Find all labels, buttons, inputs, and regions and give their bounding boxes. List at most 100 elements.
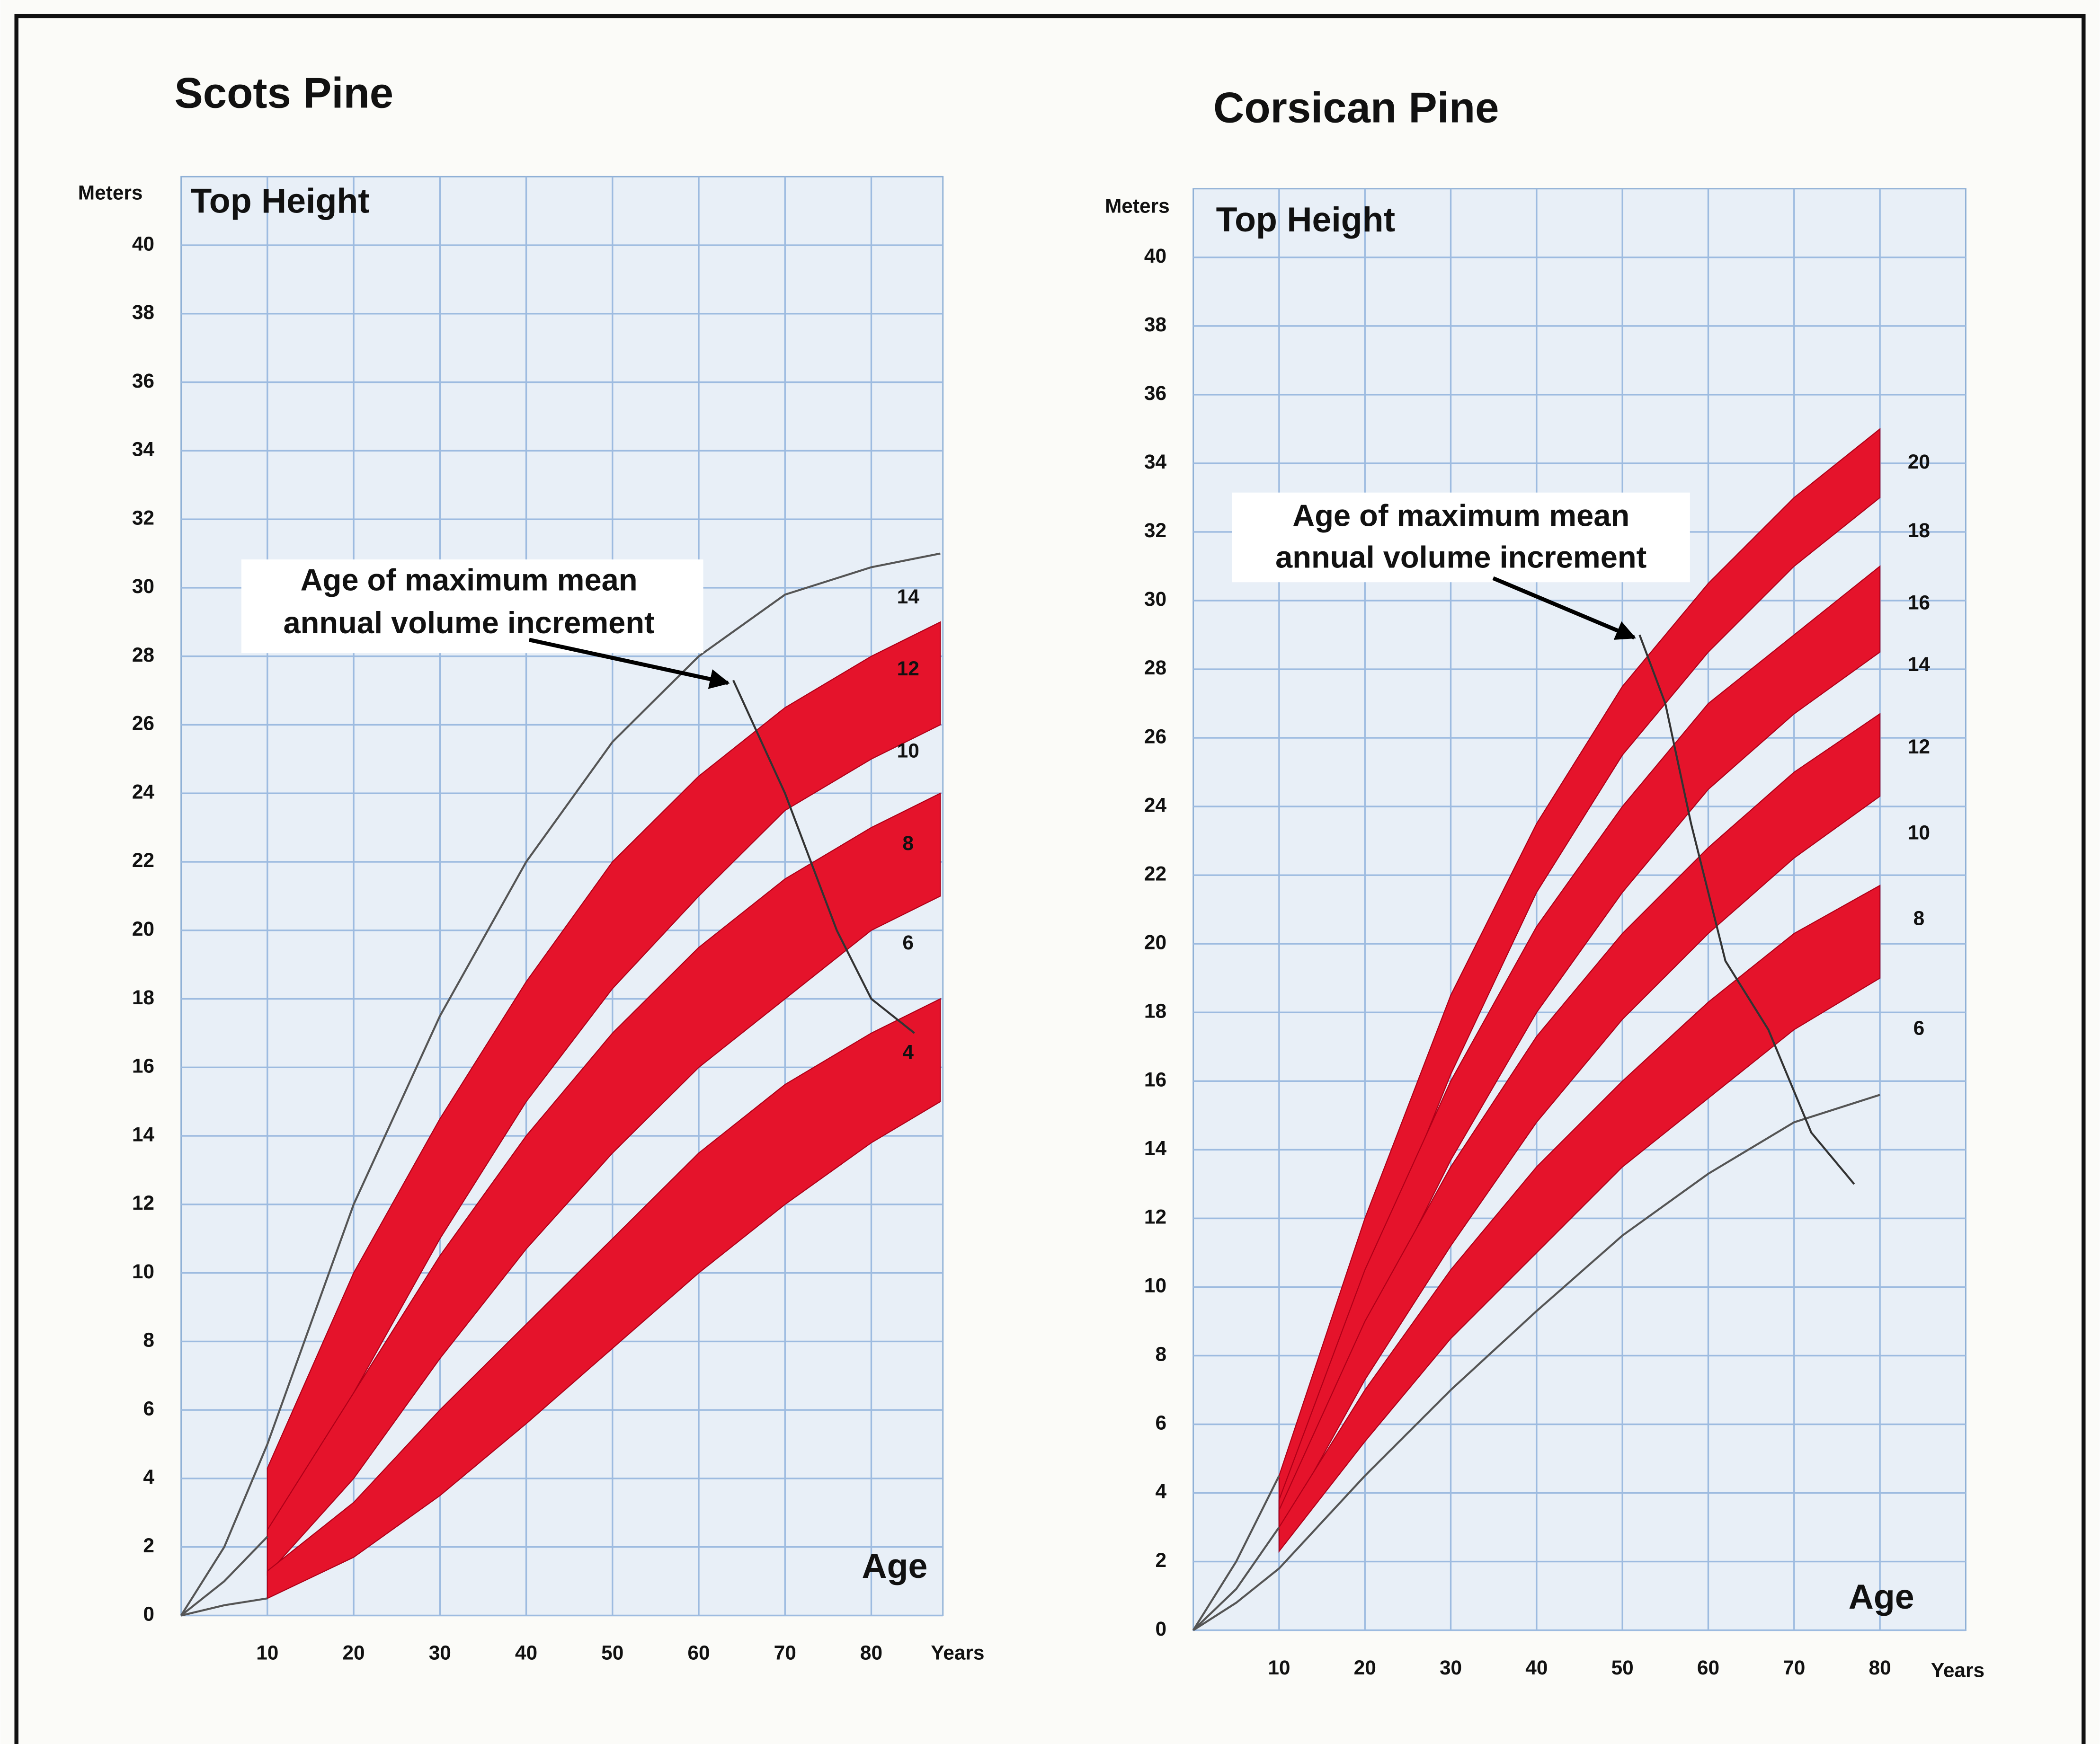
chart-title: Corsican Pine	[1213, 84, 1499, 132]
y-axis-unit: Meters	[1105, 195, 1170, 217]
y-tick-label: 0	[143, 1603, 154, 1625]
x-tick-label: 20	[342, 1642, 365, 1664]
y-tick-label: 6	[1155, 1412, 1166, 1434]
y-tick-label: 38	[132, 301, 154, 323]
y-tick-label: 30	[1144, 588, 1166, 610]
frame	[14, 14, 2086, 1744]
chart-title: Scots Pine	[174, 70, 393, 117]
yield-band	[1278, 884, 1881, 1553]
x-axis-label: Age	[1849, 1577, 1914, 1616]
x-tick-label: 20	[1354, 1656, 1376, 1679]
y-tick-label: 28	[132, 644, 154, 666]
yield-class-label: 12	[897, 657, 919, 680]
x-tick-label: 50	[601, 1642, 623, 1664]
y-tick-label: 28	[1144, 656, 1166, 679]
y-tick-label: 16	[132, 1055, 154, 1077]
x-tick-label: 30	[1440, 1656, 1462, 1679]
y-axis-label: Top Height	[190, 181, 369, 220]
yield-class-label: 6	[902, 931, 914, 954]
y-tick-label: 4	[1155, 1480, 1166, 1503]
y-tick-label: 22	[132, 849, 154, 871]
yield-class-label: 4	[902, 1041, 914, 1063]
curve	[181, 1597, 268, 1617]
y-tick-label: 12	[1144, 1206, 1166, 1228]
yield-class-label: 8	[1913, 907, 1925, 930]
annotation: Age of maximum mean	[301, 562, 638, 597]
y-tick-label: 4	[143, 1466, 154, 1488]
curve	[732, 680, 915, 1034]
y-axis-label: Top Height	[1216, 200, 1395, 239]
x-axis-unit: Years	[931, 1642, 984, 1664]
y-tick-label: 26	[1144, 725, 1166, 747]
y-tick-label: 22	[1144, 862, 1166, 885]
x-tick-label: 40	[515, 1642, 537, 1664]
yield-class-label: 14	[1908, 653, 1931, 675]
y-tick-label: 14	[132, 1123, 155, 1145]
yield-band	[267, 792, 941, 1576]
x-axis-unit: Years	[1931, 1659, 1984, 1681]
x-tick-label: 70	[1783, 1656, 1805, 1679]
y-tick-label: 26	[132, 712, 154, 735]
y-tick-label: 16	[1144, 1068, 1166, 1090]
y-tick-label: 0	[1155, 1618, 1166, 1640]
yield-class-label: 8	[902, 832, 914, 854]
x-tick-label: 60	[1697, 1656, 1719, 1679]
y-tick-label: 20	[1144, 931, 1166, 953]
y-tick-label: 40	[1144, 245, 1166, 267]
x-tick-label: 50	[1611, 1656, 1634, 1679]
y-tick-label: 24	[132, 780, 155, 803]
curve	[1638, 634, 1855, 1185]
curve	[1192, 1094, 1880, 1631]
y-tick-label: 8	[1155, 1343, 1166, 1365]
curve	[1192, 1475, 1280, 1631]
y-tick-label: 2	[1155, 1549, 1166, 1571]
yield-band	[267, 998, 941, 1600]
annotation-arrow	[528, 637, 730, 689]
yield-class-label: 12	[1908, 735, 1930, 758]
y-tick-label: 34	[132, 438, 155, 460]
y-tick-label: 12	[132, 1192, 154, 1214]
y-tick-label: 18	[132, 986, 154, 1009]
x-axis-label: Age	[862, 1546, 927, 1585]
x-tick-label: 70	[774, 1642, 796, 1664]
y-tick-label: 40	[132, 232, 154, 255]
y-tick-label: 14	[1144, 1137, 1167, 1160]
y-tick-label: 36	[132, 370, 154, 392]
x-tick-label: 80	[860, 1642, 882, 1664]
x-tick-label: 40	[1525, 1656, 1548, 1679]
y-tick-label: 24	[1144, 794, 1167, 816]
x-tick-label: 80	[1869, 1656, 1891, 1679]
y-tick-label: 32	[132, 506, 154, 529]
yield-class-label: 6	[1913, 1017, 1925, 1039]
yield-class-label: 10	[897, 740, 919, 762]
yield-class-label: 18	[1908, 519, 1930, 541]
y-tick-label: 10	[1144, 1275, 1166, 1297]
y-tick-label: 34	[1144, 451, 1167, 473]
y-axis-unit: Meters	[78, 181, 143, 204]
annotation: annual volume increment	[284, 605, 655, 640]
curve	[1192, 1526, 1280, 1631]
x-tick-label: 10	[256, 1642, 278, 1664]
y-tick-label: 6	[143, 1397, 154, 1419]
yield-class-label: 10	[1908, 821, 1930, 843]
y-tick-label: 10	[132, 1260, 154, 1283]
yield-class-label: 20	[1908, 451, 1930, 473]
x-tick-label: 10	[1268, 1656, 1290, 1679]
y-tick-label: 32	[1144, 519, 1166, 541]
annotation-arrow	[1492, 576, 1637, 640]
yield-class-label: 14	[897, 585, 920, 608]
annotation-box	[1232, 492, 1690, 583]
curve	[180, 1536, 268, 1617]
curve	[180, 552, 941, 1616]
x-tick-label: 30	[429, 1642, 451, 1664]
y-tick-label: 8	[143, 1329, 154, 1351]
y-tick-label: 20	[132, 918, 154, 940]
yield-band	[267, 621, 941, 1539]
y-tick-label: 30	[132, 575, 154, 597]
yield-band	[1278, 565, 1881, 1528]
annotation: annual volume increment	[1275, 540, 1646, 574]
annotation-box	[241, 559, 703, 654]
x-tick-label: 60	[687, 1642, 710, 1664]
